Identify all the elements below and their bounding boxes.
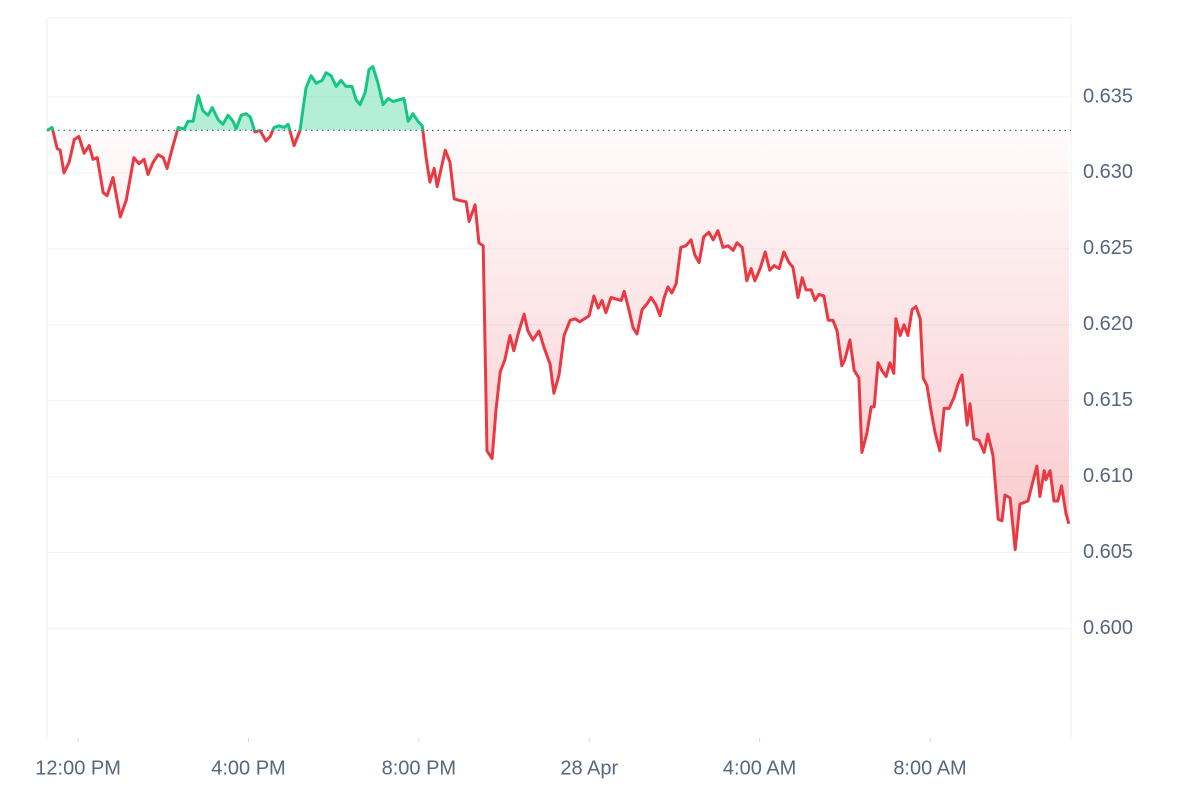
x-tick-label: 4:00 PM bbox=[211, 757, 285, 779]
x-tick-label: 12:00 PM bbox=[35, 757, 121, 779]
x-tick-label: 8:00 AM bbox=[893, 757, 966, 779]
y-tick-label: 0.620 bbox=[1083, 313, 1133, 335]
x-tick-label: 28 Apr bbox=[560, 757, 618, 779]
x-tick-label: 4:00 AM bbox=[723, 757, 796, 779]
y-tick-label: 0.615 bbox=[1083, 389, 1133, 411]
y-tick-label: 0.600 bbox=[1083, 617, 1133, 639]
area-fill bbox=[47, 66, 1069, 550]
y-tick-label: 0.630 bbox=[1083, 161, 1133, 183]
y-tick-label: 0.605 bbox=[1083, 541, 1133, 563]
y-tick-label: 0.610 bbox=[1083, 465, 1133, 487]
x-tick-label: 8:00 PM bbox=[382, 757, 456, 779]
y-tick-label: 0.635 bbox=[1083, 85, 1133, 107]
price-line bbox=[46, 65, 1071, 552]
y-tick-label: 0.625 bbox=[1083, 237, 1133, 259]
